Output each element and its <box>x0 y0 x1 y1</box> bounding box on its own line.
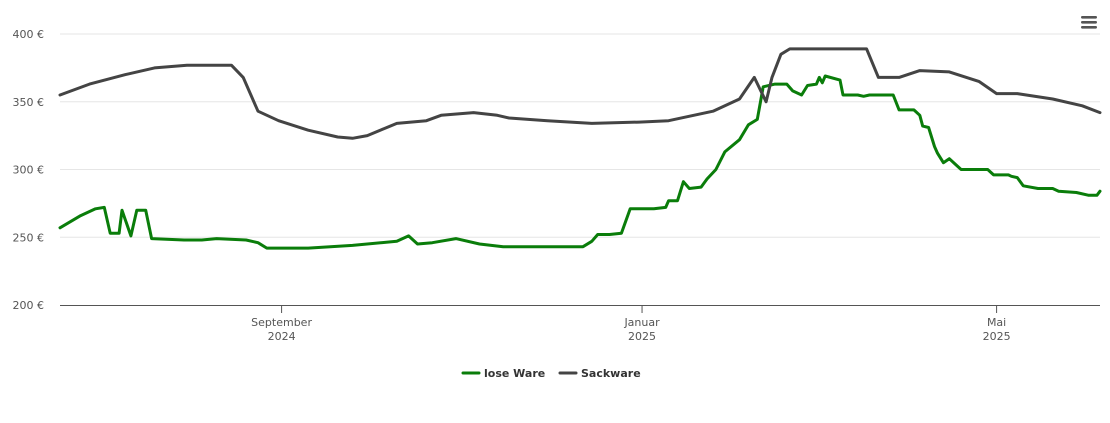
y-axis: 200 € 250 € 300 € 350 € 400 € <box>13 28 45 312</box>
x-tick-label-month: September <box>251 316 312 329</box>
series-line-sackware[interactable] <box>58 47 1102 140</box>
y-tick-label: 250 € <box>13 231 45 244</box>
y-tick-label: 200 € <box>13 299 45 312</box>
legend-item-lose-ware[interactable]: lose Ware <box>461 367 545 380</box>
hamburger-menu-icon[interactable] <box>1080 14 1098 30</box>
legend-label: lose Ware <box>484 367 545 380</box>
x-tick-label-year: 2025 <box>983 330 1011 343</box>
x-tick-label-year: 2025 <box>628 330 656 343</box>
x-tick-label-month: Januar <box>623 316 660 329</box>
y-tick-label: 400 € <box>13 28 45 41</box>
x-tick-label-month: Mai <box>987 316 1006 329</box>
series-group <box>58 47 1102 250</box>
y-tick-label: 300 € <box>13 164 45 177</box>
legend-item-sackware[interactable]: Sackware <box>558 367 641 380</box>
legend-label: Sackware <box>581 367 641 380</box>
grid-lines <box>60 33 1100 238</box>
legend: lose Ware Sackware <box>461 367 641 380</box>
y-tick-label: 350 € <box>13 96 45 109</box>
series-line-lose-ware[interactable] <box>58 74 1102 250</box>
x-tick-label-year: 2024 <box>268 330 296 343</box>
